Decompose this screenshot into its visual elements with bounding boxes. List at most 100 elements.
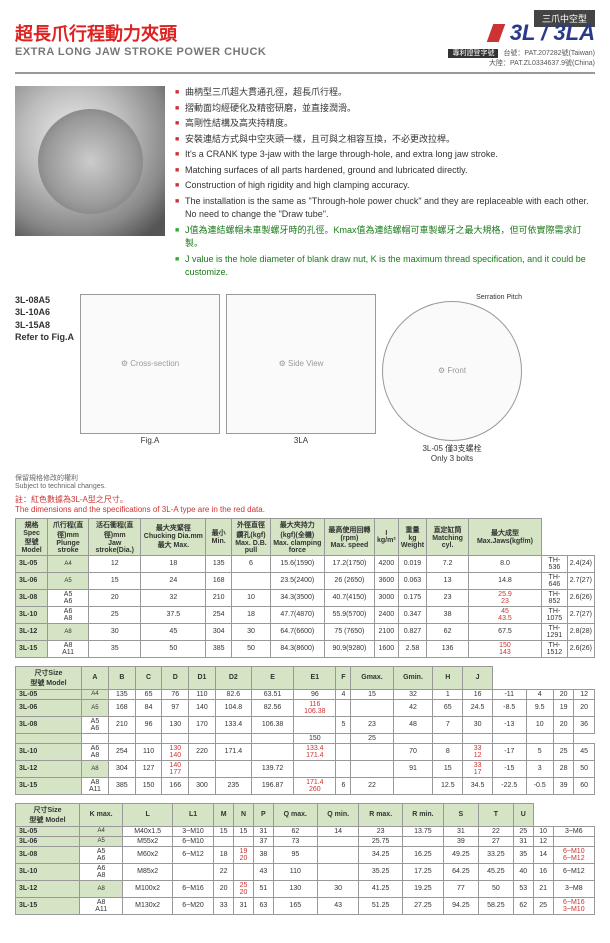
table-cell: 14 [317,826,359,836]
table-header: S [443,803,478,826]
table-cell: A5 A6 [48,589,89,606]
table-cell: 2.58 [398,640,427,657]
table-cell: 32 [393,689,433,699]
table-header: 直定缸筒 Matching cyl. [427,518,469,555]
table-cell [402,836,443,846]
table-cell: 7 [433,716,463,733]
table-cell: 25 [351,733,393,743]
table-cell: 3L-05 [16,826,80,836]
table-header: 外徑直徑鑽孔(kgf) Max. D.B. pull [232,518,271,555]
table-cell: 64.25 [443,863,478,880]
table-cell: 17.25 [402,863,443,880]
table-cell: 16 [533,863,553,880]
red-data-note: 註：紅色數據為3L-A型之尺寸。 The dimensions and the … [15,494,595,514]
table-header: Q min. [317,803,359,826]
table-cell: 8.0 [468,555,541,572]
table-cell: 27.25 [402,897,443,914]
table-header: E1 [294,666,336,689]
table-cell: 15 [214,826,234,836]
table-cell: 9.5 [526,699,553,716]
table-cell: 10 [232,589,271,606]
table-cell [294,760,336,777]
table-cell: 22 [351,777,393,794]
table-cell: 210 [206,589,232,606]
table-cell: 25 20 [234,880,254,897]
table-cell [351,743,393,760]
table-cell: 136 [427,640,469,657]
table-cell: 18 [232,606,271,623]
table-cell: 254 [109,743,136,760]
table-cell: 30 [317,880,359,897]
table-cell: 90.9(9280) [324,640,374,657]
table-cell: A6 A8 [79,863,122,880]
table-cell: 20 [553,716,573,733]
table-cell: TH-536 [542,555,568,572]
table-cell: 254 [206,606,232,623]
table-cell: 3L-10 [16,606,48,623]
table-cell: 31 [253,826,273,836]
table-cell: 0.063 [398,572,427,589]
table-cell: 106.38 [251,716,293,733]
table-cell: 3L-08 [16,589,48,606]
table-cell: 150 143 [468,640,541,657]
table-header: 尺寸Size 型號 Model [16,666,82,689]
table-cell: 25 [88,606,140,623]
table-cell: 62 [273,826,317,836]
table-cell: A5 [81,699,108,716]
table-cell [317,863,359,880]
table-cell: 33 [214,897,234,914]
table-cell: 133.4 171.4 [294,743,336,760]
table-cell: 76 [162,689,189,699]
table-cell: 140 [189,699,216,716]
table-cell [232,572,271,589]
table-cell: M60x2 [123,846,172,863]
table-cell: 3L-05 [16,555,48,572]
table-cell: 0.347 [398,606,427,623]
table-cell: 28 [553,760,573,777]
table-header: U [513,803,533,826]
feature-en-2: Matching surfaces of all parts hardened,… [175,164,595,178]
table-cell: 7.2 [427,555,469,572]
table-header: 最高使用回轉(rpm) Max. speed [324,518,374,555]
table-cell: -15 [493,760,527,777]
table-cell: 34.25 [359,846,402,863]
table-cell: 0.019 [398,555,427,572]
table-cell: 168 [109,699,136,716]
table-cell: 50 [232,640,271,657]
table-cell: 37 [253,836,273,846]
table-cell: 84.3(8600) [270,640,324,657]
table-header: 規格 Spec 型號 Model [16,518,48,555]
table-header: D [162,666,189,689]
table-cell: 0.175 [398,589,427,606]
table-cell [433,733,463,743]
table-cell: A5 A6 [79,846,122,863]
table-header: 尺寸Size 型號 Model [16,803,80,826]
table-header: Gmax. [351,666,393,689]
table-cell [215,760,251,777]
feature-cn-3: 高剛性結構及高夾持精度。 [175,117,595,131]
table-cell: 23 [427,589,469,606]
diagram-model-labels: 3L-08A5 3L-10A6 3L-15A8 Refer to Fig.A [15,294,74,344]
table-cell: 30 [88,623,140,640]
table-cell: 63 [253,897,273,914]
table-header: 最大成型Max.Jaws(kgf/m) [468,518,541,555]
table-cell: 6 [336,777,351,794]
table-cell: 14.8 [468,572,541,589]
table-cell: 3L-15 [16,640,48,657]
table-cell: 25 [533,897,553,914]
table-cell: 94.25 [443,897,478,914]
table-cell [81,733,108,743]
table-cell: 2100 [374,623,398,640]
table-cell [526,733,553,743]
table-cell: 84 [135,699,162,716]
table-cell: 50 [478,880,513,897]
table-cell: 2.7(27) [567,606,594,623]
table-cell: 16.25 [402,846,443,863]
table-header: 重量 kg Weight [398,518,427,555]
table-cell: 51 [253,880,273,897]
table-cell: 70 [393,743,433,760]
table-cell [162,733,189,743]
table-cell: 22 [478,826,513,836]
table-cell: 2.6(26) [567,589,594,606]
table-cell: 45 [141,623,206,640]
